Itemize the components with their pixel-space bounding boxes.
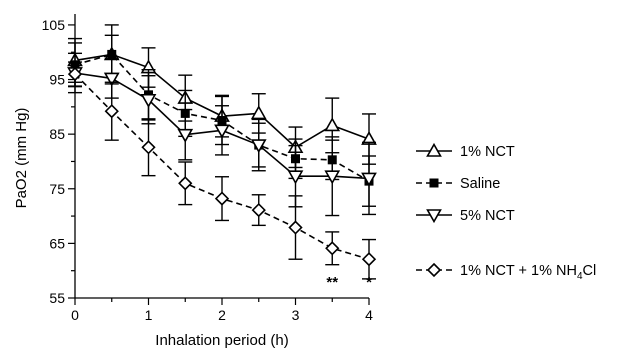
- significance-mark: *: [366, 274, 372, 291]
- data-point: [107, 49, 117, 59]
- y-axis-label: PaO2 (mm Hg): [13, 108, 30, 209]
- legend-item: 1% NCT: [416, 142, 515, 160]
- legend-item: 1% NCT + 1% NH4Cl: [416, 262, 596, 282]
- y-tick-label: 105: [42, 17, 66, 33]
- legend-label: 1% NCT + 1% NH4Cl: [460, 263, 596, 282]
- legend-marker: [429, 178, 439, 188]
- data-point: [361, 252, 377, 267]
- x-tick-label: 3: [292, 307, 300, 323]
- chart-axes: 55 65 75 85 95 105 0 1 2 3 4: [42, 14, 373, 323]
- legend-marker: [426, 262, 442, 278]
- legend-marker: [426, 209, 442, 224]
- legend-label: Saline: [460, 176, 500, 192]
- x-axis-label: Inhalation period (h): [155, 332, 288, 349]
- chart-legend: 1% NCT Saline 5% NCT 1% NCT + 1% NH4Cl: [416, 142, 596, 282]
- y-tick-label: 95: [49, 72, 65, 88]
- data-point: [325, 241, 340, 256]
- y-tick-label: 55: [49, 290, 65, 306]
- y-tick-label: 65: [49, 235, 65, 251]
- legend-suffix: Cl: [583, 263, 597, 279]
- data-point: [67, 66, 83, 82]
- data-point: [177, 128, 194, 143]
- y-tick-label: 75: [49, 181, 65, 197]
- data-point: [140, 93, 157, 108]
- legend-label: 1% NCT: [460, 144, 515, 160]
- x-tick-label: 1: [145, 307, 153, 323]
- x-tick-label: 2: [218, 307, 226, 323]
- data-point: [141, 140, 156, 155]
- legend-item: Saline: [416, 176, 500, 192]
- x-tick-label: 4: [365, 307, 373, 323]
- data-point: [250, 139, 267, 154]
- data-point: [214, 124, 230, 139]
- data-point: [251, 202, 266, 218]
- legend-subscript: 4: [577, 271, 583, 282]
- data-point: [103, 72, 120, 87]
- data-point: [288, 220, 303, 235]
- legend-marker: [426, 142, 442, 157]
- legend-label: 5% NCT: [460, 208, 515, 224]
- data-point: [178, 176, 193, 191]
- data-point: [250, 105, 267, 120]
- data-point: [104, 104, 119, 119]
- data-point: [361, 172, 377, 187]
- data-point: [287, 170, 304, 185]
- series-4: [67, 61, 377, 280]
- legend-item: 5% NCT: [416, 208, 515, 224]
- y-tick-label: 85: [49, 126, 65, 142]
- data-point: [214, 191, 230, 206]
- data-point: [324, 170, 341, 185]
- data-point: [324, 117, 341, 132]
- chart-annotations: ** *: [326, 274, 372, 291]
- significance-mark: **: [326, 274, 338, 291]
- x-tick-label: 0: [71, 307, 79, 323]
- chart-series: [67, 24, 377, 280]
